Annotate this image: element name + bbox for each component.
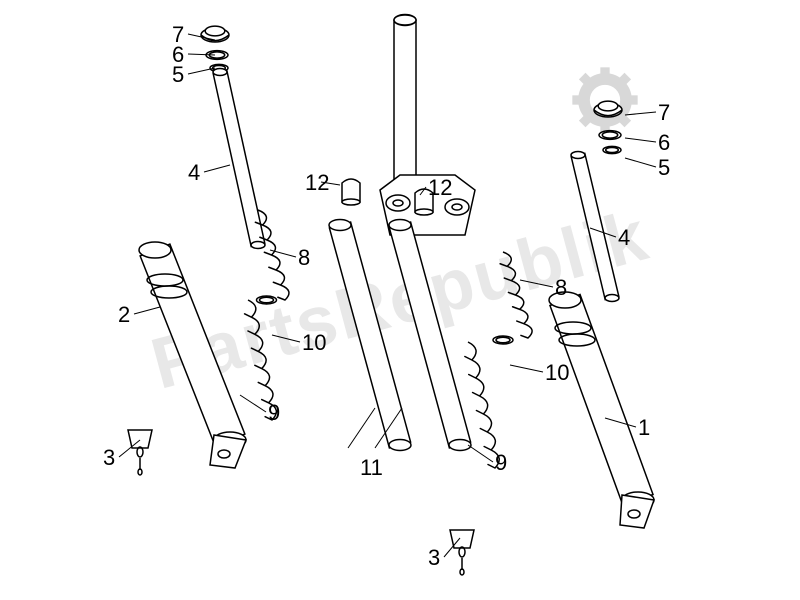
callout-7: 7 (658, 100, 670, 126)
callout-4: 4 (188, 160, 200, 186)
callout-6: 6 (658, 130, 670, 156)
callout-10: 10 (545, 360, 569, 386)
callout-9: 9 (268, 400, 280, 426)
callout-4: 4 (618, 225, 630, 251)
callout-12: 12 (305, 170, 329, 196)
callout-10: 10 (302, 330, 326, 356)
callout-8: 8 (555, 275, 567, 301)
callout-1: 1 (638, 415, 650, 441)
callout-5: 5 (658, 155, 670, 181)
callout-3: 3 (428, 545, 440, 571)
callout-9: 9 (495, 450, 507, 476)
callout-5: 5 (172, 62, 184, 88)
callout-2: 2 (118, 302, 130, 328)
callout-3: 3 (103, 445, 115, 471)
fork-exploded-diagram (0, 0, 800, 600)
callout-8: 8 (298, 245, 310, 271)
callout-11: 11 (360, 455, 383, 481)
callout-12: 12 (428, 175, 452, 201)
